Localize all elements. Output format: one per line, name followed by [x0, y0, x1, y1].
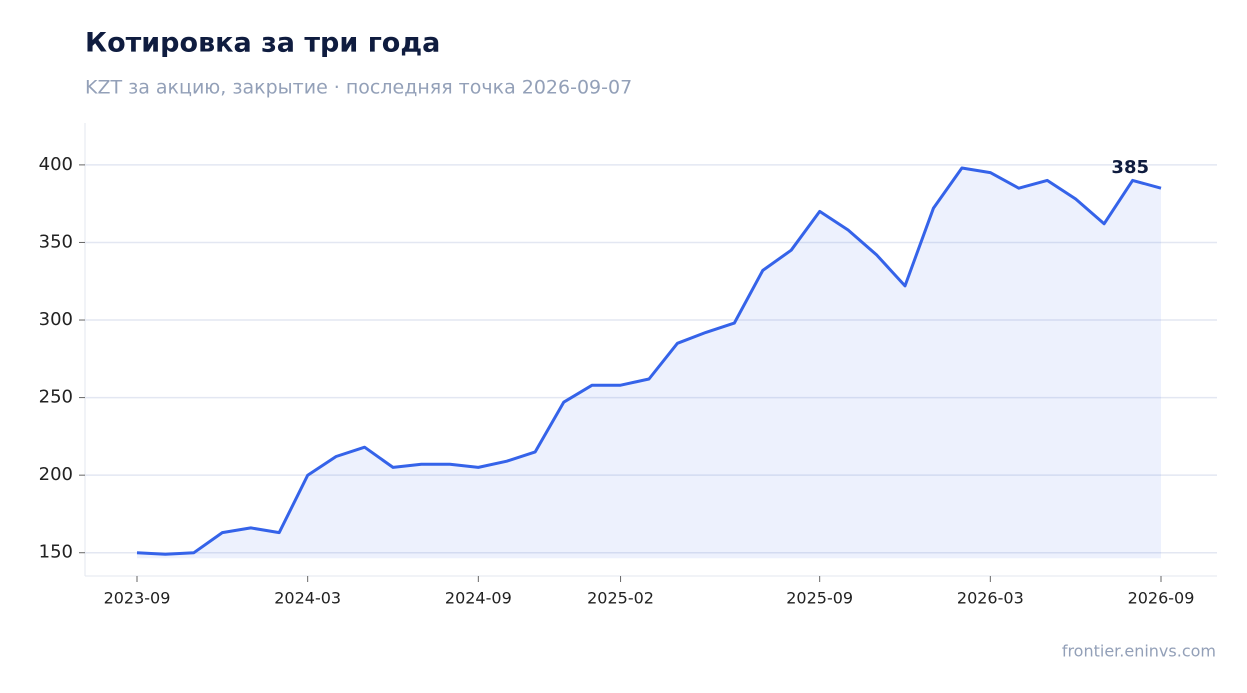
- value-label: 385: [1111, 157, 1149, 178]
- y-tick-label: 250: [39, 387, 73, 408]
- area: [137, 168, 1161, 559]
- y-tick-label: 400: [39, 154, 73, 175]
- x-tick-label: 2026-09: [1128, 589, 1195, 608]
- x-tick-label: 2024-09: [445, 589, 512, 608]
- x-tick-label: 2026-03: [957, 589, 1024, 608]
- y-tick-label: 300: [39, 309, 73, 330]
- chart-subtitle: KZT за акцию, закрытие · последняя точка…: [85, 77, 632, 99]
- x-tick-label: 2024-03: [274, 589, 341, 608]
- line: [136, 166, 1162, 556]
- x-tick-label: 2025-09: [786, 589, 853, 608]
- x-tick-label: 2025-02: [587, 589, 654, 608]
- y-tick-label: 150: [39, 542, 73, 563]
- chart-title: Котировка за три года: [85, 28, 440, 59]
- y-tick-label: 200: [39, 464, 73, 485]
- y-tick-label: 350: [39, 231, 73, 252]
- footer: frontier.eninvs.com: [1062, 642, 1216, 661]
- x-tick-label: 2023-09: [104, 589, 171, 608]
